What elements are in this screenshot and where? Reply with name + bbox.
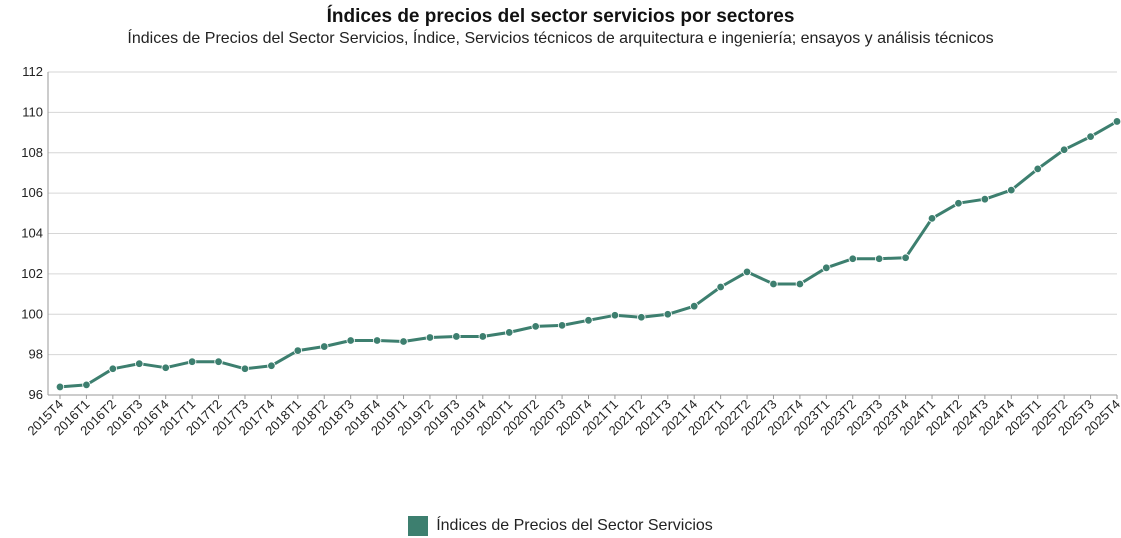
data-point[interactable]: [1007, 185, 1016, 195]
data-point[interactable]: [187, 357, 197, 366]
data-point[interactable]: [980, 194, 990, 204]
data-point[interactable]: [531, 322, 540, 331]
data-point[interactable]: [1033, 164, 1042, 174]
data-point[interactable]: [584, 316, 593, 325]
data-point[interactable]: [478, 332, 487, 341]
legend-swatch: [408, 516, 429, 536]
chart-title: Índices de precios del sector servicios …: [326, 6, 795, 27]
data-point[interactable]: [399, 337, 408, 346]
data-point[interactable]: [742, 267, 752, 277]
data-point[interactable]: [425, 333, 435, 342]
data-point[interactable]: [55, 382, 65, 392]
legend-label: Índices de Precios del Sector Servicios: [436, 517, 713, 534]
data-point[interactable]: [240, 364, 250, 373]
y-tick-label: 112: [22, 64, 43, 79]
data-point[interactable]: [108, 364, 118, 373]
data-point[interactable]: [848, 254, 857, 263]
data-point[interactable]: [1059, 145, 1069, 154]
data-point[interactable]: [346, 336, 355, 345]
data-point[interactable]: [214, 357, 223, 366]
data-point[interactable]: [267, 361, 276, 370]
data-point[interactable]: [690, 301, 699, 311]
data-point[interactable]: [716, 282, 725, 292]
data-point[interactable]: [637, 313, 646, 322]
data-point[interactable]: [505, 328, 514, 337]
y-tick-label: 100: [21, 306, 43, 321]
y-tick-label: 108: [21, 145, 43, 160]
data-point[interactable]: [161, 363, 170, 372]
data-point[interactable]: [822, 263, 831, 273]
y-tick-label: 96: [29, 387, 43, 402]
data-point[interactable]: [293, 346, 303, 355]
y-tick-label: 98: [29, 347, 43, 362]
series-layer: [55, 117, 1121, 392]
data-point[interactable]: [954, 199, 963, 208]
data-point[interactable]: [1086, 132, 1095, 141]
data-point[interactable]: [135, 359, 144, 368]
data-point[interactable]: [769, 279, 778, 289]
y-axis: 96 98 100 102 104 106 108 110 112: [21, 64, 49, 402]
data-point[interactable]: [874, 254, 884, 263]
data-point[interactable]: [372, 336, 382, 345]
y-tick-label: 106: [21, 185, 43, 200]
chart-subtitle: Índices de Precios del Sector Servicios,…: [127, 30, 994, 47]
y-tick-label: 102: [21, 266, 43, 281]
data-point[interactable]: [795, 279, 805, 289]
data-point[interactable]: [927, 214, 937, 223]
data-point[interactable]: [557, 321, 567, 330]
data-point[interactable]: [901, 253, 910, 262]
x-axis: 2015T42016T12016T22016T32016T42017T12017…: [24, 394, 1121, 438]
gridlines: [48, 71, 1117, 396]
data-point[interactable]: [320, 342, 329, 351]
series-line: [59, 120, 1118, 389]
data-point[interactable]: [663, 310, 672, 319]
data-point[interactable]: [610, 311, 620, 320]
data-point[interactable]: [452, 332, 461, 341]
data-point[interactable]: [1112, 117, 1121, 126]
legend[interactable]: Índices de Precios del Sector Servicios: [0, 516, 1121, 536]
data-point[interactable]: [82, 380, 91, 390]
y-tick-label: 104: [21, 226, 43, 241]
y-tick-label: 110: [22, 104, 43, 119]
